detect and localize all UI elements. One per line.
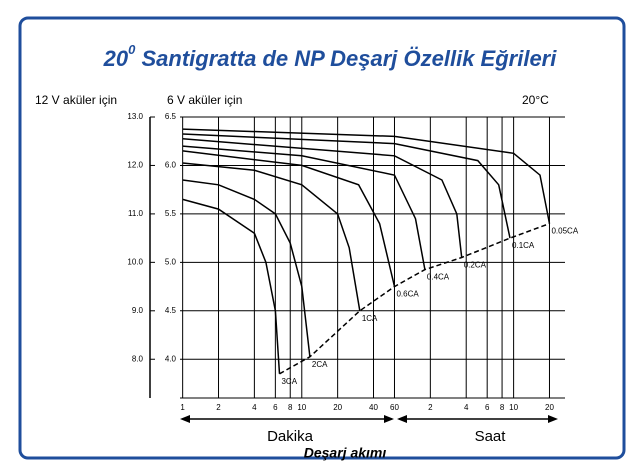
discharge-curve (182, 138, 463, 258)
discharge-curve (182, 145, 426, 270)
x-label-minutes: Dakika (267, 428, 314, 445)
curve-label: 0.2CA (464, 261, 487, 270)
curve-label: 0.4CA (427, 273, 450, 282)
y2-tick-label: 5.0 (165, 257, 177, 266)
x-tick-label: 4 (252, 403, 257, 412)
arrow-head (180, 415, 190, 423)
x-tick-label: 8 (288, 403, 293, 412)
y-tick-label: 11.0 (128, 209, 144, 218)
discharge-curve (182, 179, 311, 357)
x-tick-label: 20 (545, 403, 554, 412)
frame (18, 16, 626, 460)
x-label-hours: Saat (475, 428, 507, 445)
discharge-curve (182, 198, 281, 374)
temperature: 20°C (522, 93, 549, 107)
x-tick-label: 1 (180, 403, 185, 412)
x-tick-label: 10 (509, 403, 518, 412)
end-voltage-line (279, 222, 550, 375)
x-tick-label: 20 (333, 403, 342, 412)
curve-label: 0.05CA (551, 227, 578, 236)
x-title: Deşarj akımı (304, 445, 387, 461)
curve-label: 2CA (312, 360, 328, 369)
discharge-curve (182, 150, 396, 287)
x-tick-label: 60 (390, 403, 399, 412)
x-tick-label: 8 (500, 403, 505, 412)
y-tick-label: 12.0 (127, 161, 143, 170)
x-tick-label: 6 (273, 403, 278, 412)
y-tick-label: 13.0 (127, 112, 143, 121)
y-tick-label: 8.0 (132, 354, 144, 363)
x-tick-label: 2 (428, 403, 433, 412)
arrow-head (397, 415, 407, 423)
y-axis-label: 12 V aküler için (35, 93, 117, 107)
x-tick-label: 10 (297, 403, 306, 412)
discharge-curve (182, 162, 361, 311)
y-tick-label: 10.0 (127, 257, 143, 266)
discharge-curve (182, 133, 511, 239)
x-tick-label: 4 (464, 403, 469, 412)
y2-tick-label: 6.5 (165, 112, 177, 121)
chart-title: 200 Santigratta de NP Deşarj Özellik Eğr… (103, 42, 558, 70)
arrow-head (548, 415, 558, 423)
x-tick-label: 6 (485, 403, 490, 412)
x-tick-label: 40 (369, 403, 378, 412)
curve-label: 0.6CA (396, 290, 419, 299)
y2-tick-label: 4.0 (165, 354, 177, 363)
discharge-curve (182, 128, 551, 224)
curve-label: 3CA (281, 377, 297, 386)
y-tick-label: 9.0 (132, 306, 144, 315)
y2-tick-label: 4.5 (165, 306, 177, 315)
y2-tick-label: 5.5 (165, 209, 177, 218)
y2-tick-label: 6.0 (165, 161, 177, 170)
arrow-head (384, 415, 394, 423)
y2-axis-label: 6 V aküler için (167, 93, 242, 107)
x-tick-label: 2 (216, 403, 221, 412)
curve-label: 1CA (362, 314, 378, 323)
curve-label: 0.1CA (512, 241, 535, 250)
